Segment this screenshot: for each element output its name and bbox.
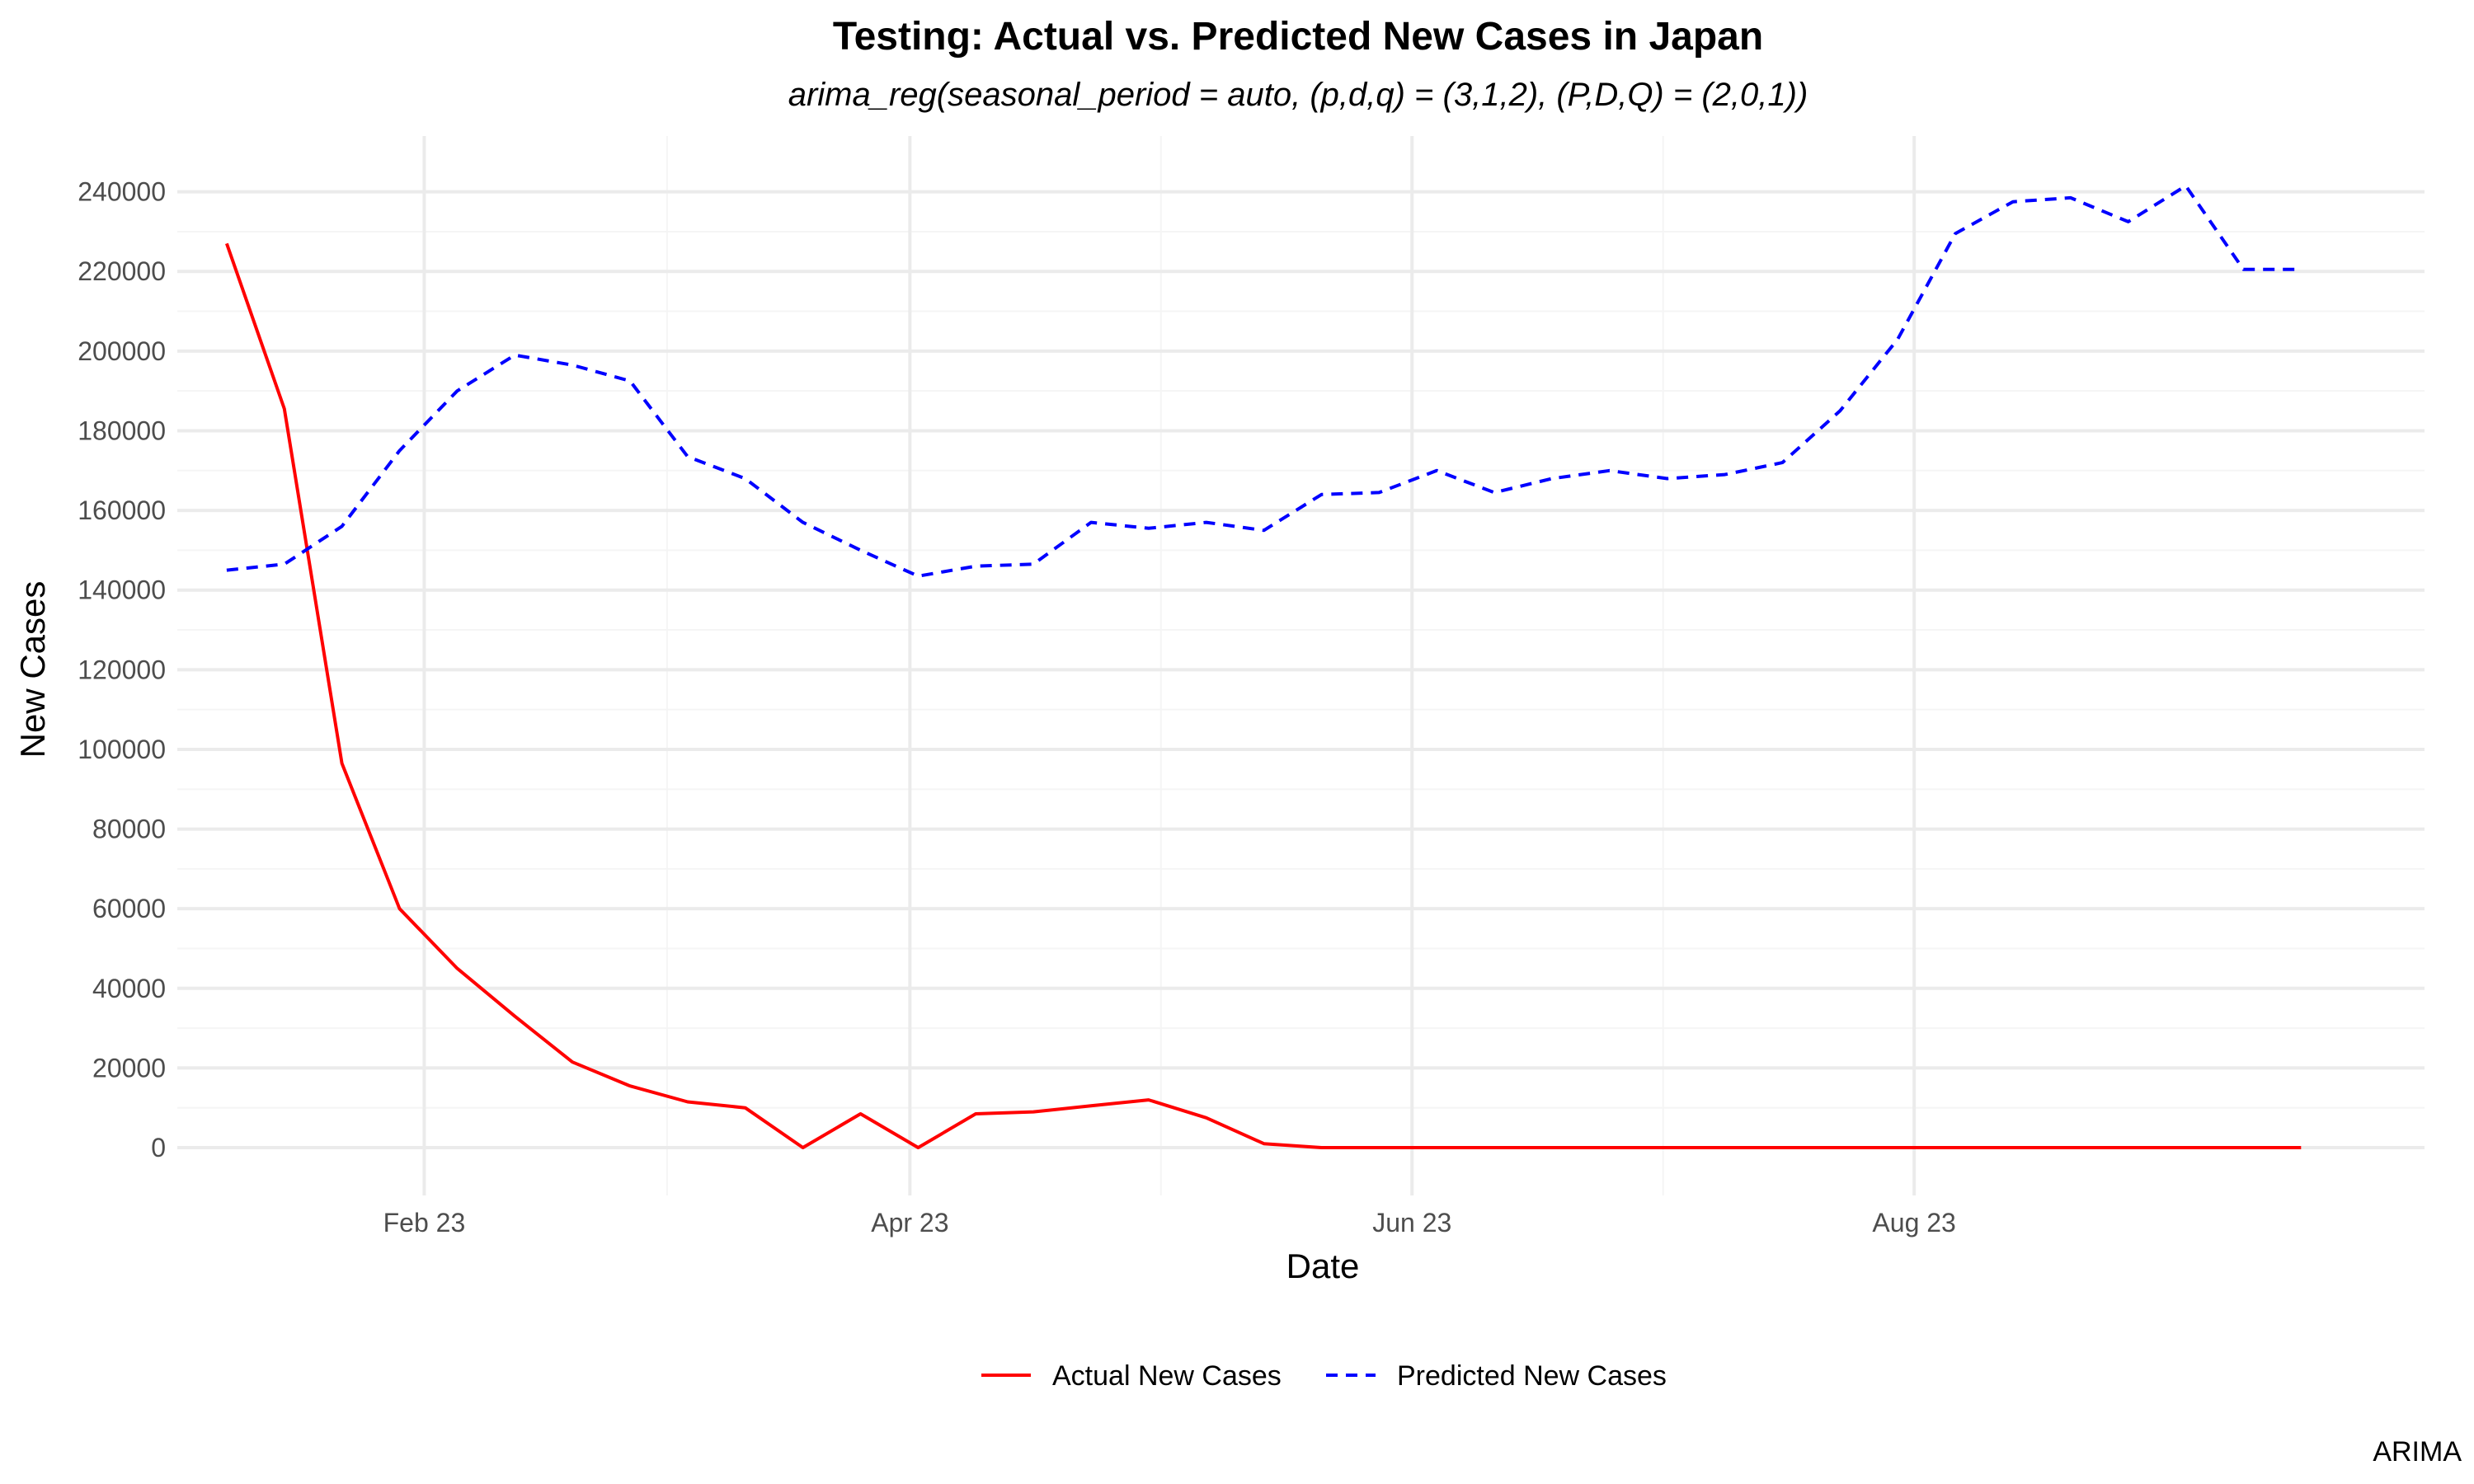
y-tick-label: 220000	[78, 256, 166, 286]
legend-label-actual: Actual New Cases	[1052, 1360, 1282, 1392]
x-tick-label: Jun 23	[1372, 1208, 1451, 1237]
y-tick-label: 120000	[78, 655, 166, 684]
y-tick-label: 180000	[78, 416, 166, 445]
legend-label-predicted: Predicted New Cases	[1397, 1360, 1667, 1392]
series-line-predicted	[226, 184, 2302, 578]
grid-lines	[177, 136, 2425, 1195]
y-tick-label: 160000	[78, 495, 166, 525]
y-tick-label: 80000	[92, 815, 166, 844]
y-tick-label: 140000	[78, 575, 166, 605]
series-line-actual	[225, 242, 2302, 1149]
chart-caption: ARIMA	[2373, 1436, 2462, 1468]
y-tick-label: 240000	[78, 177, 166, 207]
y-tick-label: 100000	[78, 735, 166, 764]
y-tick-label: 40000	[92, 974, 166, 1003]
chart-title: Testing: Actual vs. Predicted New Cases …	[833, 15, 1763, 59]
series-lines	[225, 184, 2302, 1149]
y-tick-label: 200000	[78, 336, 166, 366]
y-axis-ticks: 0 20000 40000 60000 80000 100000 120000 140000 1…	[78, 177, 166, 1162]
y-tick-label: 0	[151, 1133, 166, 1162]
x-tick-label: Aug 23	[1872, 1208, 1955, 1237]
y-tick-label: 60000	[92, 894, 166, 923]
x-tick-label: Apr 23	[871, 1208, 948, 1237]
legend: Actual New Cases Predicted New Cases	[981, 1360, 1667, 1392]
y-axis-title: New Cases	[13, 581, 52, 758]
x-tick-label: Feb 23	[383, 1208, 466, 1237]
x-axis-ticks: Feb 23 Apr 23 Jun 23 Aug 23	[383, 1208, 1956, 1237]
chart-subtitle: arima_reg(seasonal_period = auto, (p,d,q…	[788, 77, 1808, 113]
y-tick-label: 20000	[92, 1053, 166, 1082]
x-axis-title: Date	[1286, 1247, 1360, 1285]
